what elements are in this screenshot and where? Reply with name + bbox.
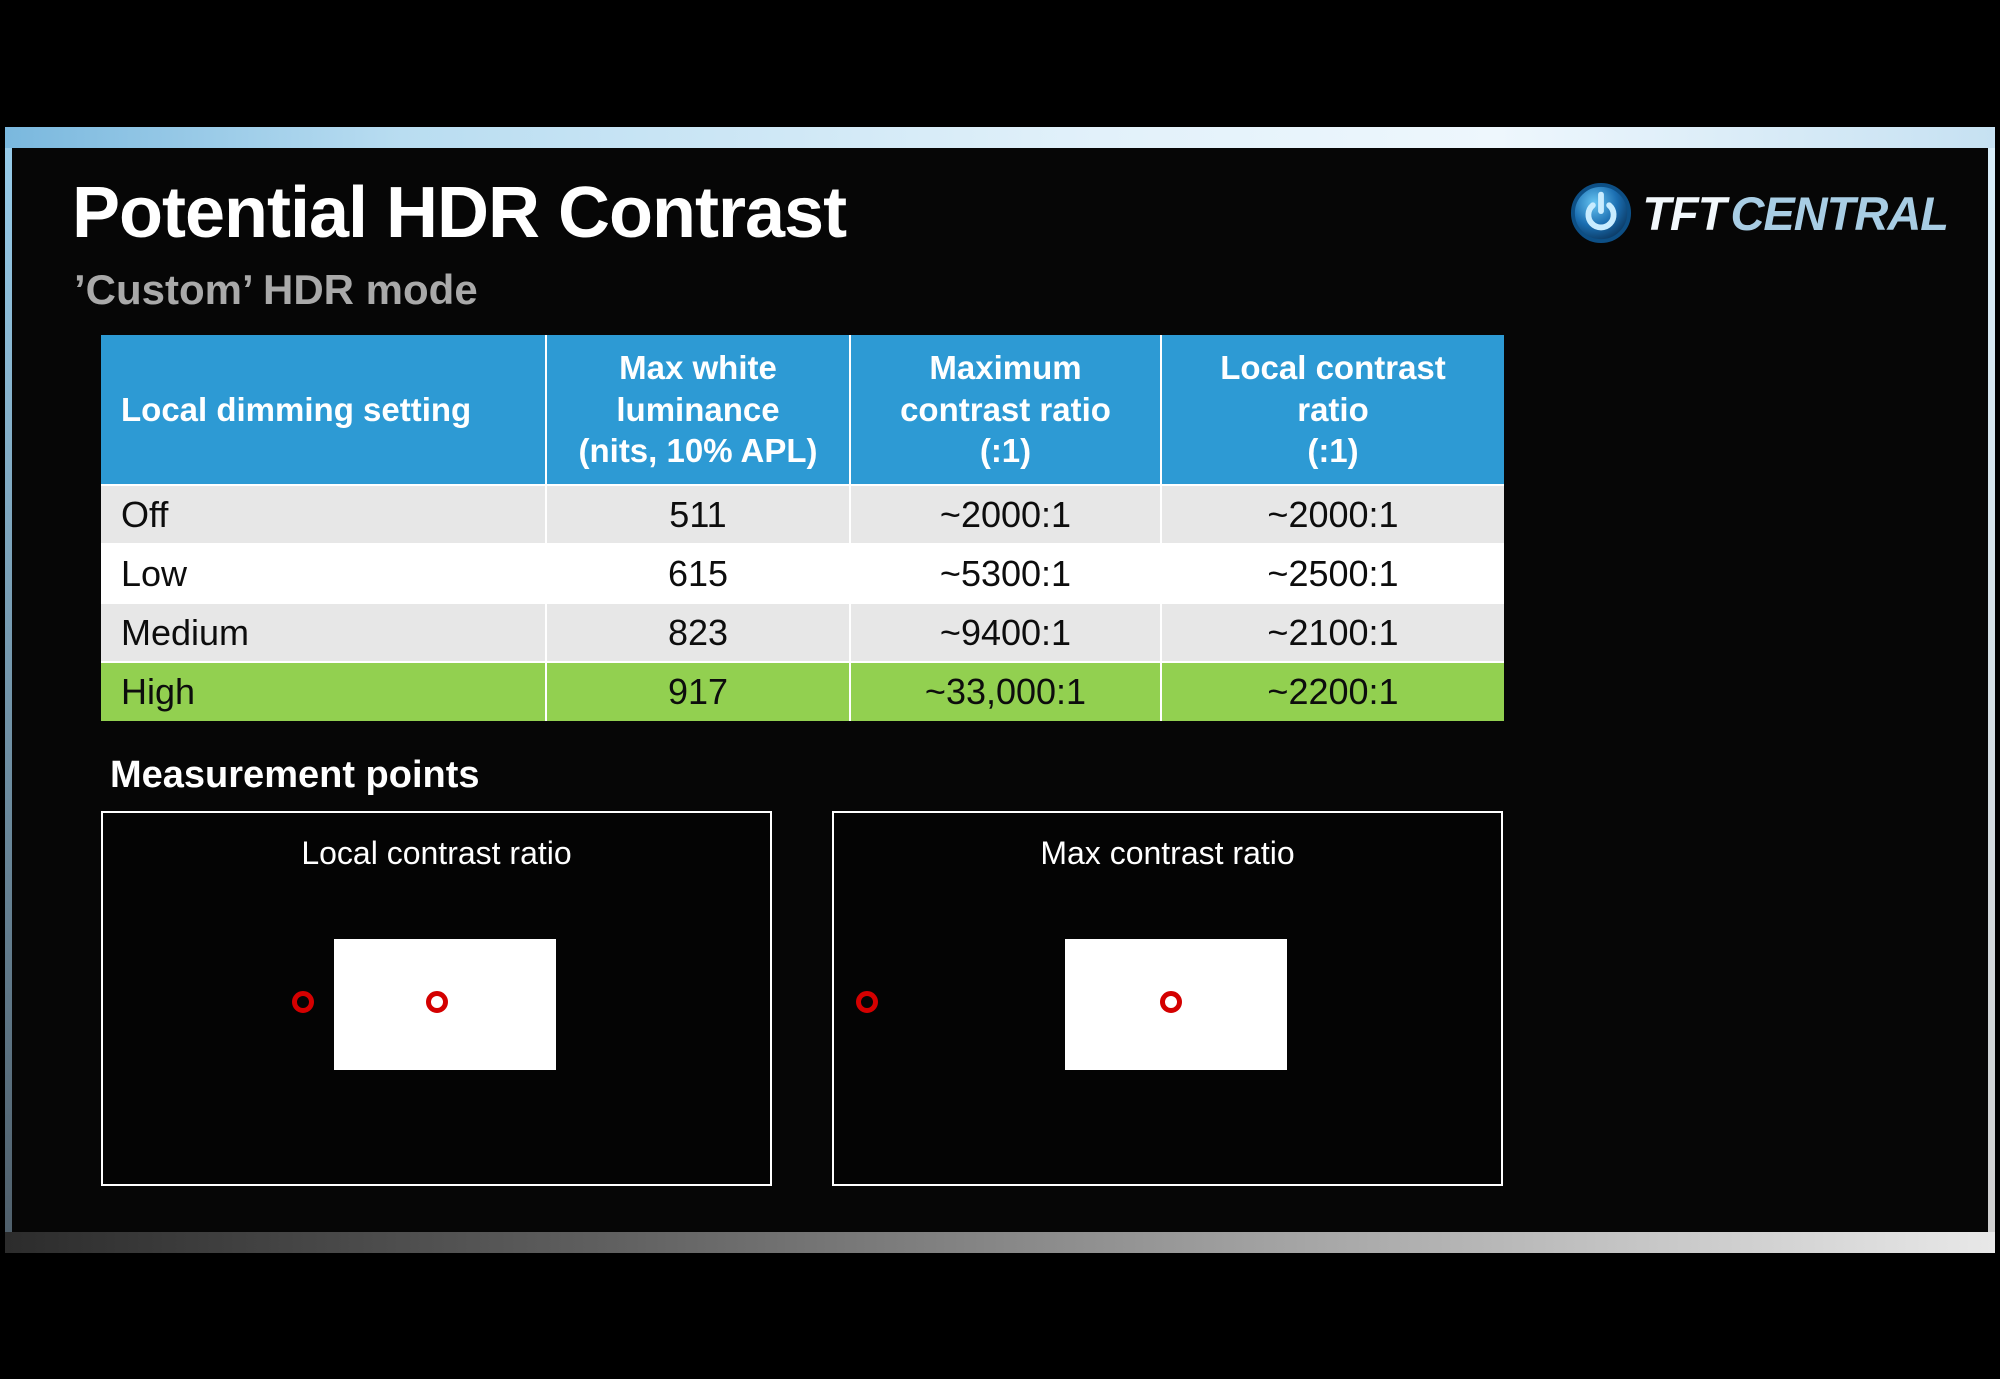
- measurement-point-black-area: [292, 991, 314, 1013]
- table-row-low: Low 615 ~5300:1 ~2500:1: [101, 543, 1504, 604]
- measurement-point-black-area: [856, 991, 878, 1013]
- table-cell: Off: [101, 484, 547, 545]
- logo-central: CENTRAL: [1730, 186, 1949, 240]
- diagram-label: Max contrast ratio: [1040, 835, 1295, 871]
- measurement-points-heading: Measurement points: [110, 754, 480, 796]
- measurement-point-white-area: [426, 991, 448, 1013]
- table-cell: ~9400:1: [849, 602, 1162, 663]
- column-header-local-contrast-ratio: Local contrast ratio (:1): [1160, 335, 1504, 486]
- slide-border-top: [5, 127, 1995, 148]
- table-row-medium: Medium 823 ~9400:1 ~2100:1: [101, 602, 1504, 663]
- local-contrast-ratio-diagram: Local contrast ratio: [101, 811, 772, 1186]
- table-cell: ~5300:1: [849, 543, 1162, 604]
- table-cell: Low: [101, 543, 547, 604]
- power-icon: [1571, 182, 1632, 244]
- slide-title: Potential HDR Contrast: [72, 173, 847, 253]
- logo-text: TFT CENTRAL: [1642, 186, 1949, 241]
- diagram-label: Local contrast ratio: [301, 835, 572, 871]
- logo-tft: TFT: [1642, 186, 1726, 240]
- slide-border-bottom: [5, 1232, 1995, 1253]
- hdr-contrast-table-wrap: Local dimming setting Max white luminanc…: [101, 335, 1504, 721]
- column-header-max-white-luminance: Max white luminance (nits, 10% APL): [545, 335, 851, 486]
- table-cell: ~2500:1: [1160, 543, 1504, 604]
- slide-border-left: [5, 148, 12, 1232]
- table-cell: 823: [545, 602, 851, 663]
- column-header-local-dimming-setting: Local dimming setting: [101, 335, 547, 486]
- table-cell: ~2000:1: [849, 484, 1162, 545]
- table-cell: Medium: [101, 602, 547, 663]
- slide-frame: Potential HDR Contrast ’Custom’ HDR mode: [5, 127, 1995, 1253]
- table-header-row: Local dimming setting Max white luminanc…: [101, 335, 1504, 486]
- slide: Potential HDR Contrast ’Custom’ HDR mode: [12, 148, 1988, 1232]
- max-contrast-ratio-diagram: Max contrast ratio: [832, 811, 1503, 1186]
- column-header-maximum-contrast-ratio: Maximum contrast ratio (:1): [849, 335, 1162, 486]
- table-cell: ~2200:1: [1160, 661, 1504, 721]
- table-row-off: Off 511 ~2000:1 ~2000:1: [101, 484, 1504, 545]
- table-cell: High: [101, 661, 547, 721]
- table-cell: ~2100:1: [1160, 602, 1504, 663]
- hdr-contrast-table: Local dimming setting Max white luminanc…: [101, 335, 1504, 721]
- measurement-point-white-area: [1160, 991, 1182, 1013]
- slide-subtitle: ’Custom’ HDR mode: [74, 266, 478, 313]
- table-cell: 917: [545, 661, 851, 721]
- tft-central-logo: TFT CENTRAL: [1570, 182, 1949, 244]
- table-cell: ~33,000:1: [849, 661, 1162, 721]
- table-cell: 615: [545, 543, 851, 604]
- table-cell: ~2000:1: [1160, 484, 1504, 545]
- slide-border-right: [1988, 148, 1995, 1232]
- table-cell: 511: [545, 484, 851, 545]
- table-row-high-highlighted: High 917 ~33,000:1 ~2200:1: [101, 661, 1504, 721]
